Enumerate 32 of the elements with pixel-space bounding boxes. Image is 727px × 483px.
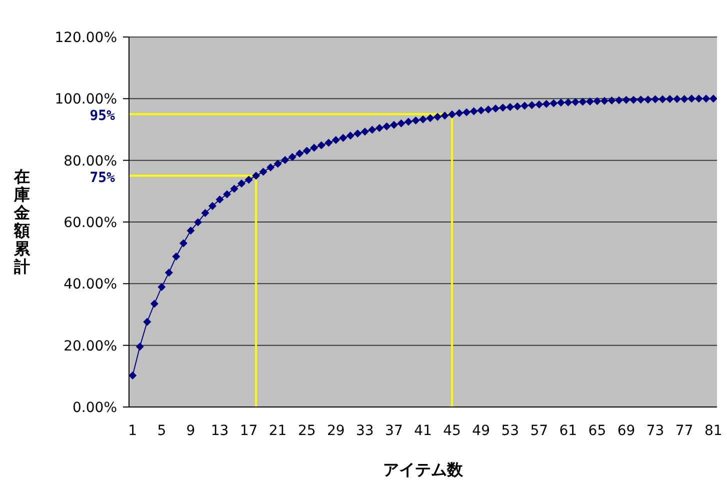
ref-line-label: 95%	[90, 108, 116, 124]
x-tick-label: 81	[704, 422, 722, 439]
y-axis-title: 在庫金額累計	[13, 167, 31, 276]
x-tick-label: 21	[268, 422, 287, 439]
x-axis-title: アイテム数	[383, 460, 464, 479]
y-tick-label: 100.00%	[54, 92, 117, 108]
x-tick-label: 45	[443, 422, 461, 439]
x-tick-label: 41	[414, 422, 432, 439]
x-tick-label: 53	[501, 422, 520, 439]
x-tick-label: 29	[326, 422, 345, 439]
x-tick-label: 13	[210, 422, 229, 439]
x-tick-label: 5	[157, 422, 166, 439]
x-tick-label: 73	[646, 422, 664, 439]
x-tick-label: 69	[617, 422, 636, 439]
x-tick-label: 9	[186, 422, 196, 439]
x-tick-label: 57	[530, 422, 548, 439]
y-tick-label: 120.00%	[54, 30, 117, 46]
ref-line-label: 75%	[90, 170, 116, 186]
y-tick-label: 20.00%	[64, 338, 117, 354]
y-tick-label: 40.00%	[64, 276, 117, 293]
y-tick-label: 80.00%	[64, 153, 117, 170]
x-tick-label: 1	[128, 422, 138, 439]
y-tick-label: 60.00%	[64, 214, 117, 231]
x-tick-label: 25	[298, 422, 316, 439]
x-tick-label: 17	[240, 422, 258, 439]
x-tick-label: 61	[559, 422, 578, 439]
x-tick-label: 65	[588, 422, 606, 439]
x-tick-label: 33	[356, 422, 374, 439]
x-tick-label: 37	[385, 422, 403, 439]
x-tick-label: 77	[675, 422, 694, 439]
y-tick-label: 0.00%	[72, 400, 117, 416]
x-tick-label: 49	[472, 422, 490, 439]
